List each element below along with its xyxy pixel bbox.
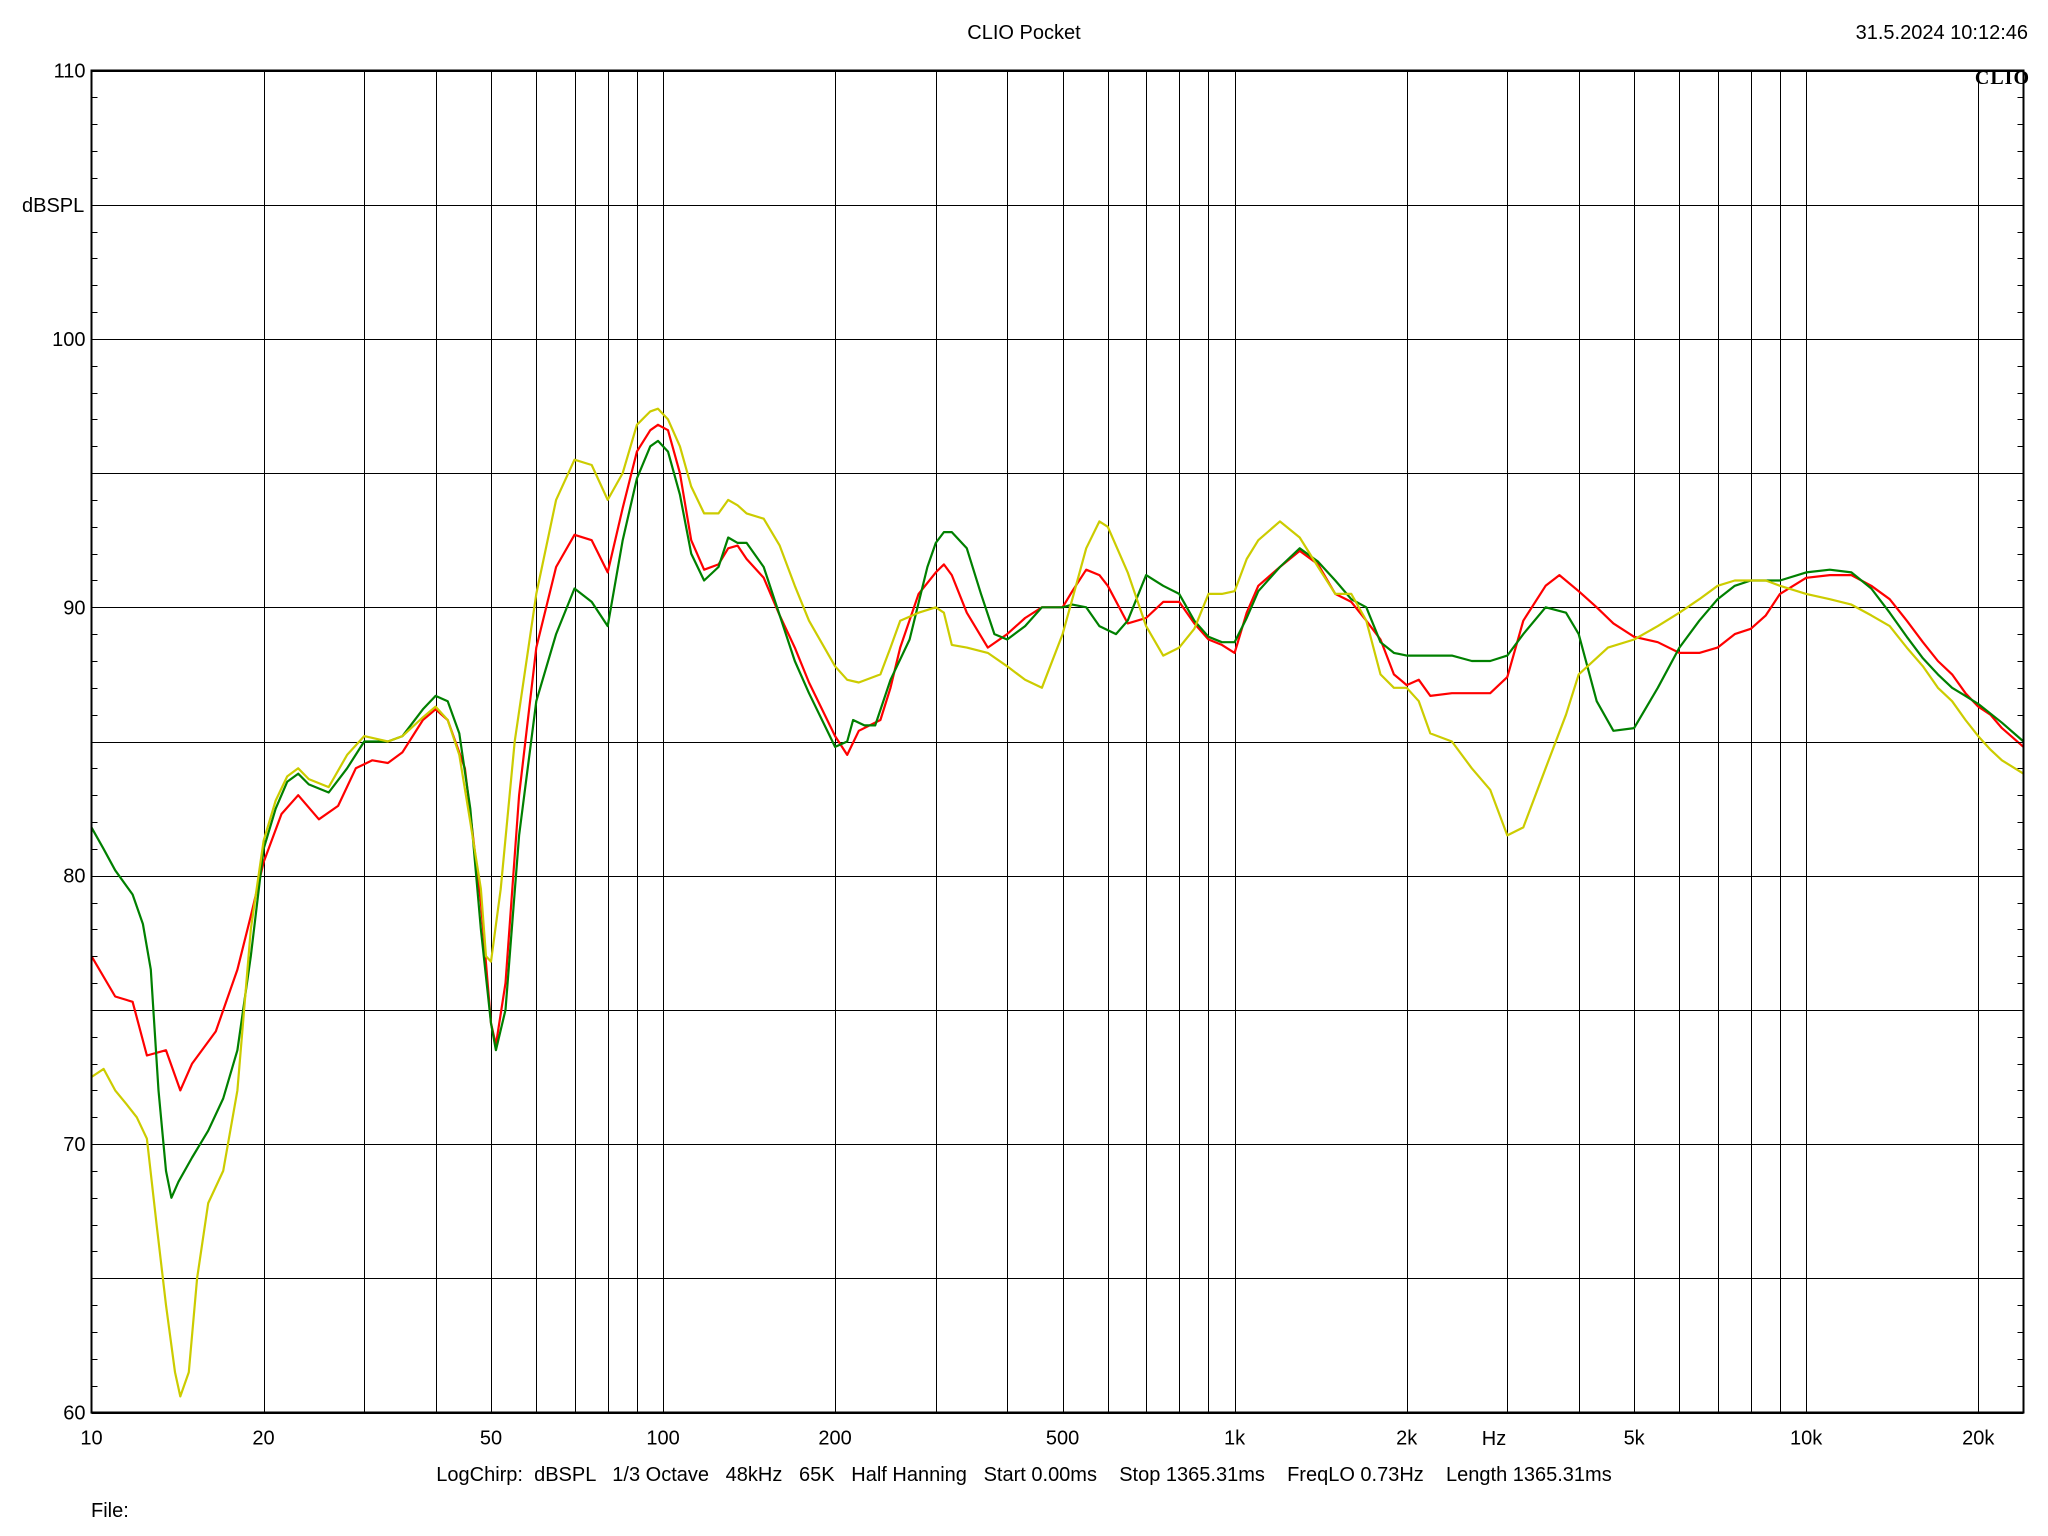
x-tick-label: 1k <box>1224 1428 1246 1450</box>
plot-frame <box>90 69 2025 1414</box>
x-tick-label: 100 <box>646 1428 679 1450</box>
axis-ticks: 60 70 80 90 100 110 10 20 50 100 200 500 1k 2k 5k 10k 20… <box>52 61 2024 1450</box>
x-tick-label: 10 <box>80 1428 102 1450</box>
grid <box>91 70 2024 1414</box>
y-tick-label: 90 <box>63 597 85 619</box>
timestamp: 31.5.2024 10:12:46 <box>1855 22 2028 44</box>
x-tick-label: 500 <box>1046 1428 1079 1450</box>
x-tick-label: 10k <box>1790 1428 1823 1450</box>
x-tick-label: 50 <box>480 1428 502 1450</box>
y-tick-label: 110 <box>54 61 86 83</box>
chart-title: CLIO Pocket <box>967 22 1081 44</box>
x-tick-label: 2k <box>1396 1428 1418 1450</box>
measurement-parameters: LogChirp: dBSPL 1/3 Octave 48kHz 65K Hal… <box>436 1464 1612 1486</box>
y-tick-label: 80 <box>63 866 85 888</box>
x-tick-label: 5k <box>1624 1428 1646 1450</box>
x-tick-label: 20k <box>1962 1428 1995 1450</box>
x-axis-unit-label: Hz <box>1482 1428 1506 1450</box>
series-line-3 <box>90 407 2025 1398</box>
clio-logo: CLIO <box>1974 67 2030 89</box>
y-tick-label: 60 <box>63 1403 85 1425</box>
y-tick-label: 100 <box>52 329 85 351</box>
y-tick-label: 70 <box>63 1134 85 1156</box>
series-group <box>90 407 2025 1398</box>
y-axis-label: dBSPL <box>22 195 84 217</box>
series-line-1 <box>90 423 2025 1092</box>
file-label: File: <box>91 1500 129 1522</box>
x-tick-label: 200 <box>818 1428 851 1450</box>
x-tick-label: 20 <box>252 1428 274 1450</box>
series-line-2 <box>90 439 2025 1199</box>
